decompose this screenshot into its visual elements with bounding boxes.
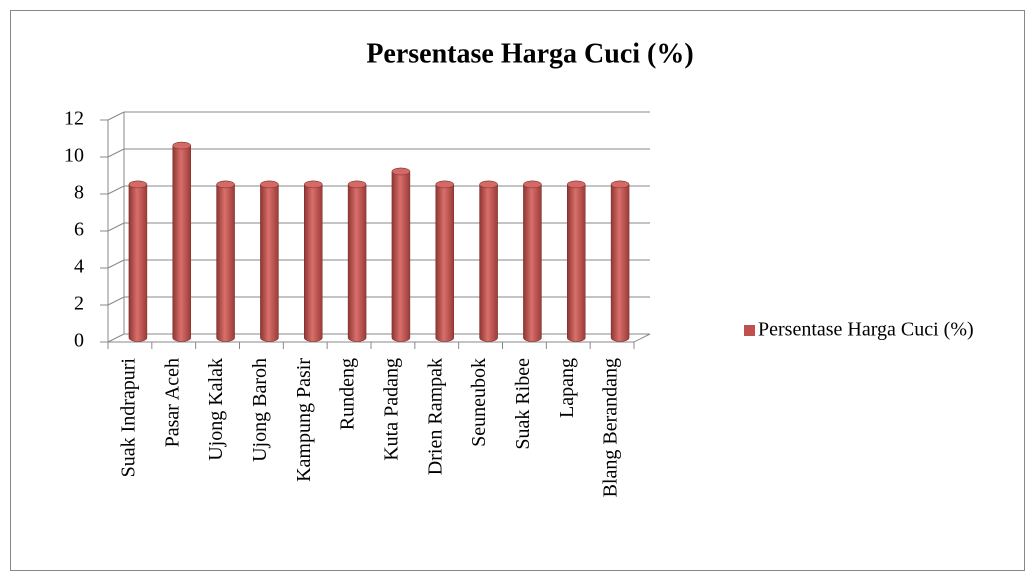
bar	[567, 180, 586, 342]
x-tick-label: Lapang	[556, 358, 578, 418]
bar-top	[260, 180, 279, 189]
bar	[435, 180, 454, 342]
y-tick-label: 12	[64, 108, 84, 130]
bar-top	[567, 180, 586, 189]
bar-top	[391, 167, 411, 176]
bar-top	[435, 180, 454, 189]
y-tick-label: 8	[74, 182, 84, 204]
bar	[216, 180, 235, 342]
bar-top	[216, 180, 235, 189]
y-tick-label: 2	[74, 293, 84, 315]
grid-line	[107, 111, 125, 121]
chart-border	[10, 10, 1025, 571]
bar-top	[172, 141, 191, 150]
bar	[172, 141, 191, 342]
legend-swatch	[744, 325, 755, 336]
bar	[347, 180, 367, 342]
grid-line	[107, 296, 125, 306]
bar-top	[128, 180, 148, 189]
grid-line	[107, 185, 125, 195]
x-tick-label: Kampung Pasir	[293, 358, 315, 482]
grid-line	[107, 259, 125, 269]
y-tick-label: 0	[74, 330, 84, 352]
bar-top	[347, 180, 367, 189]
floor-line	[633, 333, 651, 343]
x-tick-label: Drien Rampak	[424, 358, 446, 475]
bar	[128, 180, 148, 342]
chart-title: Persentase Harga Cuci (%)	[366, 38, 693, 69]
x-tick-label: Pasar Aceh	[161, 358, 183, 447]
x-tick-label: Ujong Kalak	[205, 358, 227, 461]
grid-line	[107, 333, 125, 343]
bar-top	[523, 180, 542, 189]
x-tick-label: Blang Berandang	[600, 358, 622, 497]
bar-top	[479, 180, 498, 189]
bar-top	[610, 180, 630, 189]
y-tick-label: 10	[64, 145, 84, 167]
bar	[304, 180, 323, 342]
bar	[479, 180, 498, 342]
bar	[260, 180, 279, 342]
x-tick-label: Suak Ribee	[512, 358, 534, 450]
bar	[523, 180, 542, 342]
x-tick-label: Suak Indrapuri	[118, 358, 140, 478]
x-tick-label: Ujong Baroh	[249, 358, 271, 462]
grid-line	[107, 222, 125, 232]
y-tick-label: 4	[74, 256, 84, 278]
legend-label: Persentase Harga Cuci (%)	[758, 319, 974, 341]
x-tick-label: Seuneubok	[468, 358, 490, 447]
x-tick-label: Rundeng	[337, 358, 359, 430]
bar	[610, 180, 630, 342]
x-tick-label: Kuta Padang	[381, 358, 403, 461]
y-tick-label: 6	[74, 219, 84, 241]
grid-line	[107, 148, 125, 158]
bar	[391, 167, 411, 342]
bar-top	[304, 180, 323, 189]
